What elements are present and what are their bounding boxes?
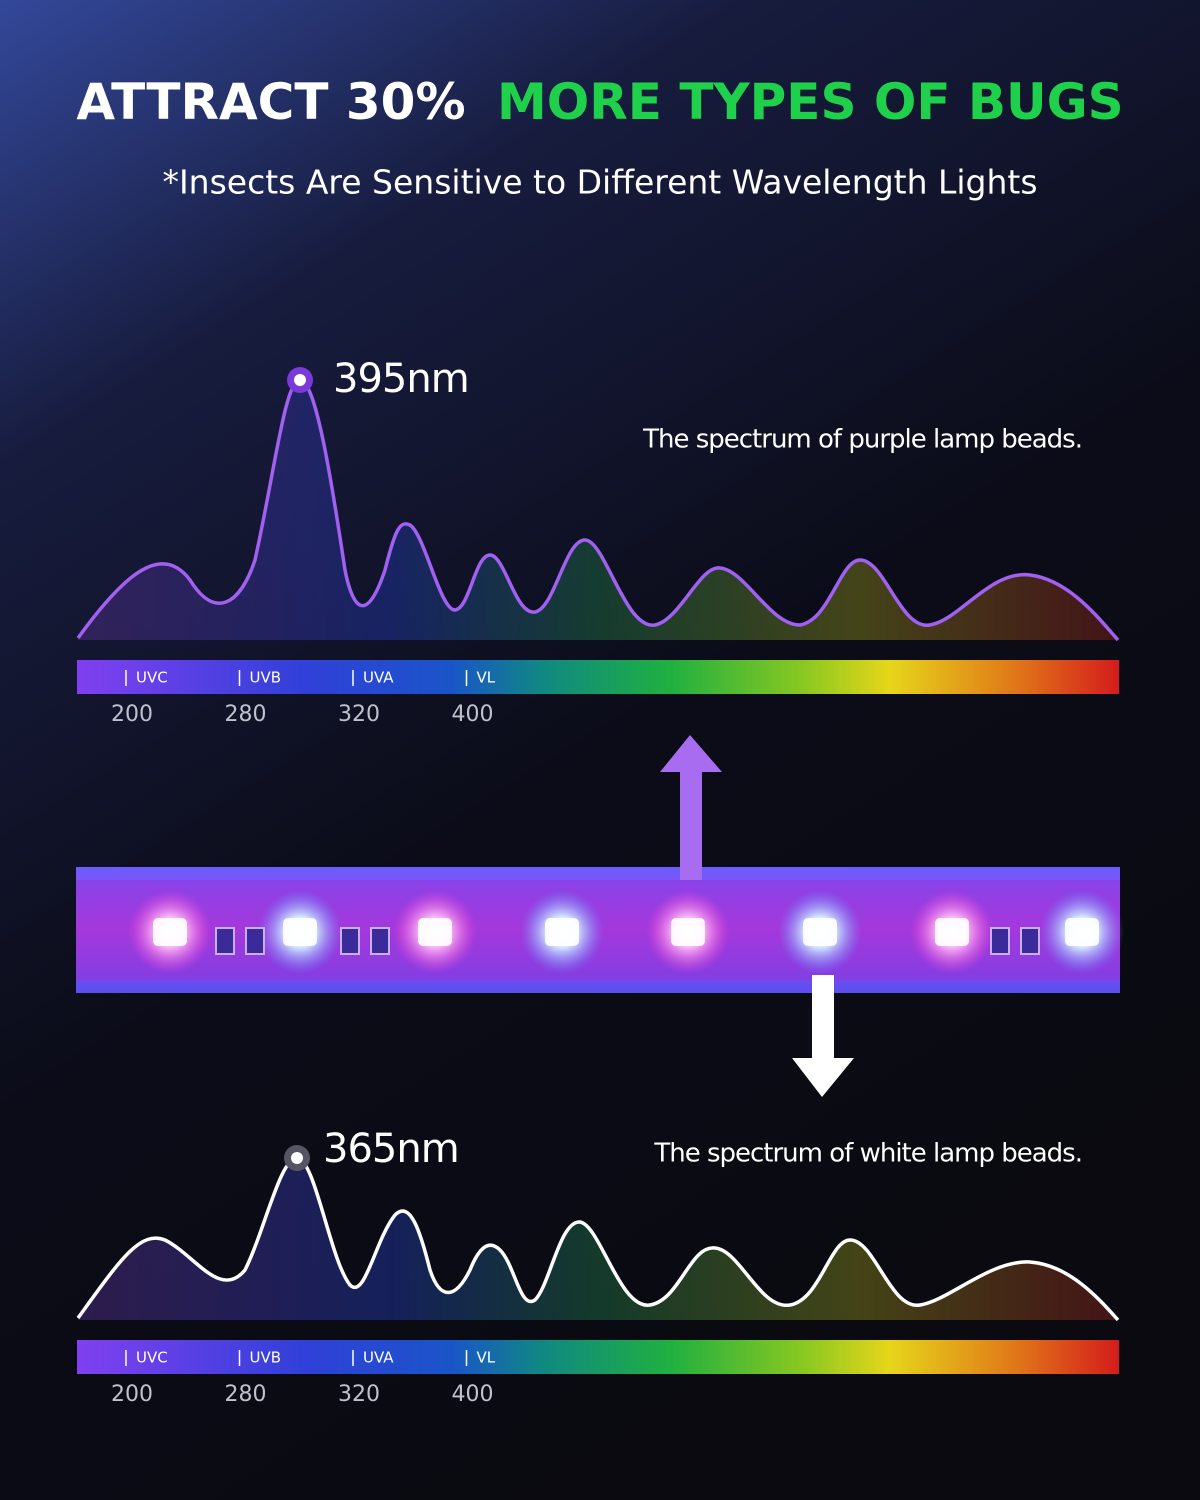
subtitle: *Insects Are Sensitive to Different Wave… xyxy=(162,163,1037,202)
band-label: UVA xyxy=(363,1349,394,1367)
peak-dot-core xyxy=(291,1152,303,1164)
resistor xyxy=(245,927,265,955)
wavelength-label: 400 xyxy=(452,702,494,727)
band-label: UVC xyxy=(136,669,168,687)
wavelength-label: 280 xyxy=(225,1382,267,1407)
spectrum-area xyxy=(78,1158,1118,1320)
band-label: UVC xyxy=(136,1349,168,1367)
spectrum-curve xyxy=(76,1156,1120,1322)
arrow-up xyxy=(660,735,722,880)
wavelength-label: 400 xyxy=(452,1382,494,1407)
peak-label: 395nm xyxy=(333,356,469,402)
bead xyxy=(671,918,705,946)
title-green: MORE TYPES OF BUGS xyxy=(497,73,1124,131)
spectrum-caption: The spectrum of white lamp beads. xyxy=(653,1139,1082,1169)
resistor xyxy=(215,927,235,955)
lamp-beads xyxy=(128,890,1124,974)
spectrum-area xyxy=(78,380,1118,640)
resistor xyxy=(340,927,360,955)
spectrum-bar xyxy=(77,1340,1119,1374)
wavelength-label: 200 xyxy=(111,1382,153,1407)
peak-dot-core xyxy=(294,374,306,386)
spectrum-bar xyxy=(77,660,1119,694)
spectrum-panel: 395nm The spectrum of purple lamp beads. U… xyxy=(76,356,1120,727)
arrow-down xyxy=(792,975,854,1097)
spectrum-curve xyxy=(76,378,1120,642)
bead xyxy=(1065,918,1099,946)
bead xyxy=(283,918,317,946)
bead xyxy=(803,918,837,946)
bead xyxy=(418,918,452,946)
spectrum-caption: The spectrum of purple lamp beads. xyxy=(642,425,1082,455)
bead xyxy=(935,918,969,946)
wavelength-label: 280 xyxy=(225,702,267,727)
band-label: UVB xyxy=(250,1349,282,1367)
resistor xyxy=(990,927,1010,955)
wavelength-label: 200 xyxy=(111,702,153,727)
title: ATTRACT 30% MORE TYPES OF BUGS xyxy=(76,73,1123,131)
band-label: VL xyxy=(477,669,496,687)
spectrum-panel: 365nm The spectrum of white lamp beads. UV… xyxy=(76,1126,1120,1407)
wavelength-label: 320 xyxy=(338,1382,380,1407)
band-label: UVA xyxy=(363,669,394,687)
title-white: ATTRACT 30% xyxy=(76,73,465,131)
peak-label: 365nm xyxy=(323,1126,459,1172)
bead xyxy=(545,918,579,946)
resistor xyxy=(370,927,390,955)
band-label: UVB xyxy=(250,669,282,687)
bead xyxy=(153,918,187,946)
resistor xyxy=(1020,927,1040,955)
wavelength-label: 320 xyxy=(338,702,380,727)
band-label: VL xyxy=(477,1349,496,1367)
